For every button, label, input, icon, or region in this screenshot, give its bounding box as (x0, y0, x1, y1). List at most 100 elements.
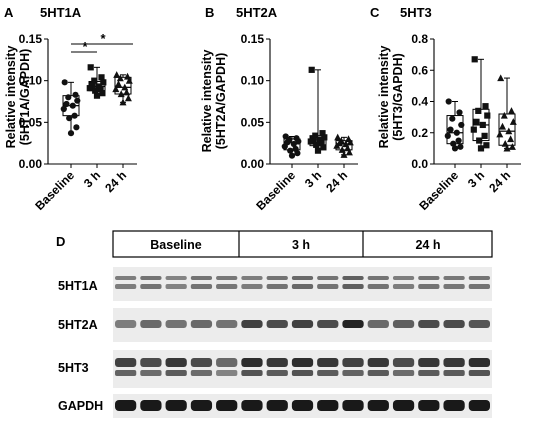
data-point (477, 145, 485, 152)
blot-band (392, 400, 415, 411)
data-point (503, 144, 511, 152)
blot-band (418, 276, 440, 280)
blot-band (342, 320, 364, 328)
data-point (67, 130, 75, 137)
blot-band (291, 284, 314, 289)
data-point (458, 121, 465, 129)
data-point (124, 94, 132, 102)
data-point (119, 98, 127, 106)
data-point (319, 130, 326, 137)
data-point (307, 138, 314, 145)
blot-band (241, 284, 263, 289)
data-point (479, 121, 486, 129)
blot-band (468, 370, 490, 376)
data-point (496, 130, 504, 138)
blot-band (392, 358, 415, 367)
data-point (471, 56, 478, 63)
blot-band (291, 320, 314, 328)
y-axis-label-line1: Relative intensity (4, 46, 18, 149)
data-point (281, 143, 288, 150)
blot-band (443, 370, 465, 376)
blot-band (392, 276, 415, 280)
blot-band (418, 284, 440, 289)
data-point (482, 103, 489, 110)
significance-star: * (82, 39, 88, 54)
blot-band (115, 358, 137, 367)
panel-letter: C (370, 5, 380, 20)
y-axis-label-line1: Relative intensity (200, 50, 214, 153)
blot-band (140, 370, 162, 376)
blot-band (367, 370, 389, 376)
blot-band (367, 284, 389, 289)
data-point (316, 136, 323, 143)
data-point (91, 77, 98, 84)
blot-band (342, 276, 364, 280)
blot-band (140, 358, 162, 367)
data-point (116, 74, 124, 82)
data-point (473, 118, 480, 125)
data-point (321, 134, 328, 141)
data-point (113, 71, 121, 78)
x-tick-label: Baseline (253, 168, 298, 213)
blot-band (190, 370, 213, 376)
significance-star: * (100, 31, 106, 46)
data-point (87, 64, 94, 71)
data-point (60, 105, 67, 113)
blot-band (418, 400, 440, 411)
data-point (290, 140, 297, 148)
data-point (444, 132, 451, 139)
panel-c-chart: C 5HT3 Relative intensity (5HT3/GAPDH) 0… (370, 5, 521, 213)
panel-letter: B (205, 5, 214, 20)
data-point (455, 137, 462, 144)
blot-band (317, 320, 339, 328)
blot-band (443, 400, 465, 411)
blot-band (165, 320, 187, 328)
blot-band (165, 284, 187, 289)
blot-band (266, 276, 288, 280)
blot-band (216, 400, 238, 411)
blot-band (140, 284, 162, 289)
blot-band (291, 400, 314, 411)
data-point (484, 112, 491, 119)
data-point (66, 115, 73, 122)
blot-band (140, 320, 162, 328)
panel-letter: D (56, 234, 65, 249)
y-axis-label-line2: (5HT2A/GAPDH) (214, 53, 228, 150)
blot-band (190, 320, 213, 328)
data-point (93, 92, 101, 99)
data-point (508, 107, 515, 114)
data-point (499, 122, 506, 130)
blot-band (165, 358, 187, 367)
data-point (453, 129, 460, 136)
x-tick-label: Baseline (416, 168, 461, 213)
y-tick-label: 0.10 (241, 74, 265, 88)
data-point (334, 133, 342, 141)
data-point (89, 81, 96, 88)
y-axis-label-line2: (5HT3/GAPDH) (391, 53, 405, 141)
data-point (63, 100, 70, 108)
blot-band (266, 284, 288, 289)
blot-band (317, 358, 339, 367)
blot-band (241, 400, 263, 411)
y-tick-label: 0.2 (411, 126, 428, 140)
data-point (483, 142, 490, 149)
blot-band (468, 358, 490, 367)
western-blot-panel: D Baseline 3 h 24 h 5HT1A 5HT2A 5HT3 GAP… (56, 230, 493, 418)
data-point (505, 127, 513, 135)
blot-band (317, 276, 339, 280)
data-point (65, 94, 72, 101)
data-point (314, 147, 322, 154)
blot-band (418, 370, 440, 376)
y-tick-label: 0.15 (19, 32, 43, 46)
data-point (470, 126, 477, 133)
data-point (333, 141, 341, 149)
data-point (451, 145, 459, 152)
blot-band (266, 370, 288, 376)
data-point (72, 91, 79, 98)
y-tick-label: 0.15 (241, 32, 265, 46)
data-point (445, 98, 452, 105)
blot-band (140, 276, 162, 280)
data-point (501, 139, 509, 147)
x-tick-label: 3 h (81, 168, 103, 190)
